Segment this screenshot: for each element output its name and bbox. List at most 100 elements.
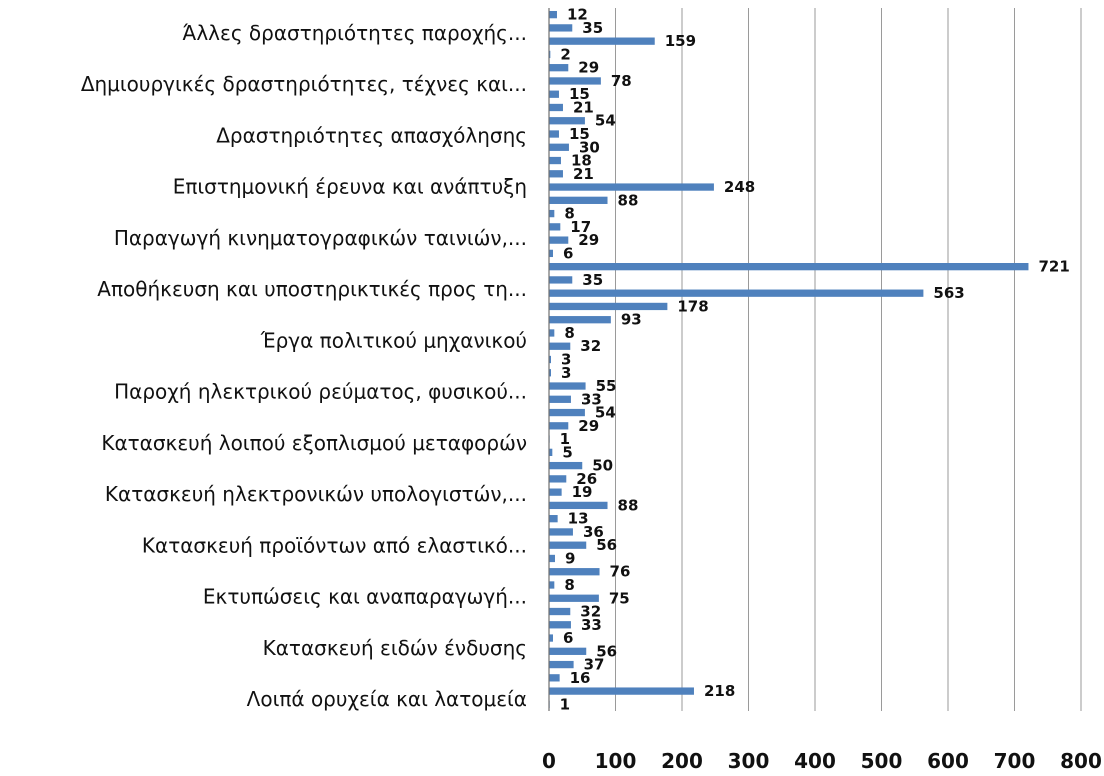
bar (549, 103, 563, 112)
data-label: 19 (572, 483, 593, 501)
data-label: 8 (564, 205, 574, 223)
bar (549, 342, 571, 350)
data-label: 50 (592, 457, 613, 475)
category-label: Αποθήκευση και υποστηρικτικές προς τη... (97, 277, 527, 301)
bar (549, 10, 557, 19)
data-label: 54 (595, 112, 616, 130)
bar (549, 568, 600, 576)
bar (549, 621, 571, 629)
data-label: 248 (724, 178, 755, 196)
data-label: 8 (564, 324, 574, 342)
data-label: 78 (611, 72, 632, 90)
x-tick-label: 200 (661, 749, 703, 773)
bar (549, 143, 569, 151)
bar (549, 289, 924, 297)
bar (549, 660, 574, 669)
data-label: 13 (568, 510, 589, 528)
data-label: 21 (573, 98, 594, 116)
data-label: 30 (579, 138, 600, 156)
data-label: 3 (561, 364, 571, 382)
data-label: 37 (584, 656, 605, 674)
data-label: 16 (570, 669, 591, 687)
bar (549, 223, 561, 231)
bar (549, 475, 567, 483)
category-label: Δημιουργικές δραστηριότητες, τέχνες και.… (81, 72, 527, 96)
data-label: 55 (596, 377, 617, 395)
data-label: 1 (560, 695, 570, 713)
category-label: Επιστημονική έρευνα και ανάπτυξη (173, 175, 527, 199)
bar (549, 634, 553, 642)
bar (549, 647, 587, 655)
data-label: 17 (570, 218, 591, 236)
data-label: 54 (595, 404, 616, 422)
bar (549, 249, 553, 258)
bar (549, 448, 553, 456)
data-label: 15 (569, 125, 590, 143)
bar (549, 607, 571, 616)
category-label: Κατασκευή λοιπού εξοπλισμού μεταφορών (101, 431, 527, 455)
bar (549, 37, 655, 45)
bar (549, 369, 551, 377)
bar (549, 316, 611, 324)
bar (549, 170, 563, 178)
data-label: 32 (580, 337, 601, 355)
bar (549, 90, 559, 98)
data-label: 29 (578, 231, 599, 249)
data-label: 75 (609, 589, 630, 607)
x-tick-label: 0 (542, 749, 556, 773)
category-label: Παραγωγή κινηματογραφικών ταινιών,... (114, 226, 527, 250)
bar (549, 302, 668, 311)
bar (549, 422, 569, 430)
bar (549, 395, 571, 403)
data-label: 159 (665, 32, 696, 50)
data-label: 88 (618, 496, 639, 514)
bar (549, 594, 599, 602)
bar (549, 156, 561, 165)
category-label: Έργα πολιτικού μηχανικού (260, 328, 527, 352)
bar (549, 183, 714, 191)
bar (549, 541, 587, 549)
bar (549, 554, 555, 563)
x-axis-tick-labels: 0 100 200 300 400 500 600 700 800 (542, 749, 1102, 773)
data-label: 5 (562, 443, 572, 461)
bar (549, 77, 601, 85)
data-label: 563 (933, 284, 964, 302)
data-label: 2 (560, 45, 570, 63)
bar (549, 196, 608, 204)
category-label: Δραστηριότητες απασχόλησης (216, 123, 527, 147)
bar (549, 263, 1029, 271)
category-label: Κατασκευή προϊόντων από ελαστικό... (142, 533, 527, 557)
data-label: 178 (677, 297, 708, 315)
x-tick-label: 600 (927, 749, 969, 773)
x-tick-label: 100 (595, 749, 637, 773)
bar (549, 130, 559, 138)
data-label: 15 (569, 85, 590, 103)
category-label: Εκτυπώσεις και αναπαραγωγή... (203, 585, 527, 609)
bar (549, 461, 583, 470)
bar (549, 382, 586, 390)
category-label: Άλλες δραστηριότητες παροχής... (183, 21, 528, 45)
bar (549, 64, 569, 72)
data-label: 93 (621, 311, 642, 329)
x-tick-label: 700 (994, 749, 1036, 773)
data-label: 88 (618, 191, 639, 209)
bar (549, 24, 573, 32)
bar (549, 528, 573, 536)
data-label: 33 (581, 390, 602, 408)
category-label: Κατασκευή ηλεκτρονικών υπολογιστών,... (105, 482, 527, 506)
category-label: Λοιπά ορυχεία και λατομεία (247, 687, 527, 711)
gridlines (615, 8, 1082, 711)
category-labels: Άλλες δραστηριότητες παροχής... Δημιουργι… (81, 21, 527, 711)
data-label: 35 (582, 271, 603, 289)
data-label: 35 (582, 19, 603, 37)
bar (549, 581, 555, 589)
bar (549, 329, 555, 337)
bar (549, 209, 555, 218)
data-label: 32 (580, 603, 601, 621)
category-label: Κατασκευή ειδών ένδυσης (263, 636, 527, 660)
bar (549, 687, 694, 695)
data-label: 18 (571, 152, 592, 170)
bars (549, 10, 1029, 709)
data-label: 218 (704, 682, 735, 700)
data-label: 12 (567, 6, 588, 24)
